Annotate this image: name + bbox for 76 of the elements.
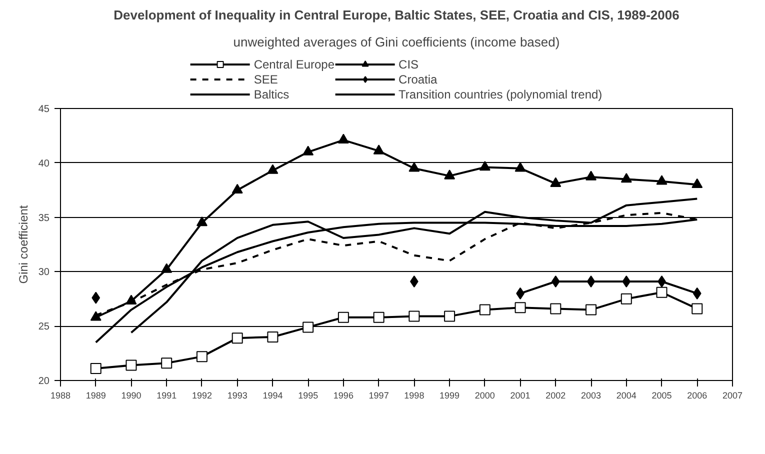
point bbox=[550, 303, 562, 314]
point bbox=[338, 312, 349, 323]
legend-label: CIS bbox=[398, 56, 419, 72]
x-tick-label: 2003 bbox=[581, 390, 602, 400]
point bbox=[479, 304, 490, 316]
x-tick-label: 1999 bbox=[440, 390, 460, 400]
point bbox=[408, 310, 420, 322]
point bbox=[479, 160, 490, 171]
point bbox=[622, 275, 631, 288]
point bbox=[586, 304, 597, 316]
point bbox=[126, 294, 137, 304]
point bbox=[126, 360, 137, 371]
x-tick-label: 1992 bbox=[192, 390, 212, 400]
point bbox=[232, 332, 243, 344]
point bbox=[161, 263, 172, 273]
x-tick-label: 1996 bbox=[333, 390, 354, 400]
x-tick-label: 1998 bbox=[404, 390, 424, 400]
x-tick-label: 1989 bbox=[86, 390, 106, 400]
point bbox=[90, 363, 102, 374]
point bbox=[92, 292, 100, 304]
x-tick-label: 2007 bbox=[722, 390, 743, 400]
point bbox=[692, 178, 703, 188]
point bbox=[444, 310, 456, 322]
point bbox=[302, 322, 314, 333]
point bbox=[656, 286, 668, 298]
point bbox=[586, 170, 597, 180]
point bbox=[302, 146, 314, 156]
point bbox=[232, 184, 243, 194]
point bbox=[444, 170, 456, 180]
x-tick-label: 1988 bbox=[50, 390, 71, 400]
x-tick-label: 1993 bbox=[227, 390, 248, 400]
x-tick-label: 2004 bbox=[616, 390, 636, 400]
legend-label: Central Europe bbox=[254, 56, 335, 72]
y-tick-label: 40 bbox=[38, 158, 50, 170]
y-tick-label: 20 bbox=[38, 376, 50, 387]
legend-label: Transition countries (polynomial trend) bbox=[398, 86, 602, 102]
point bbox=[514, 302, 526, 314]
point bbox=[692, 303, 703, 314]
point bbox=[90, 311, 102, 321]
x-tick-label: 1997 bbox=[368, 390, 389, 400]
point bbox=[161, 358, 172, 369]
y-tick-label: 35 bbox=[38, 212, 50, 224]
x-tick-label: 1990 bbox=[121, 390, 142, 400]
point bbox=[267, 331, 278, 342]
x-tick-label: 1994 bbox=[262, 390, 283, 400]
point bbox=[196, 216, 208, 226]
point bbox=[267, 164, 278, 174]
point bbox=[408, 162, 420, 172]
y-tick-label: 25 bbox=[38, 322, 50, 333]
x-tick-label: 1991 bbox=[156, 390, 177, 400]
point bbox=[373, 312, 384, 323]
y-tick-label: 30 bbox=[38, 267, 50, 278]
point bbox=[514, 162, 526, 172]
y-tick-label: 45 bbox=[38, 104, 50, 115]
chart-subtitle: unweighted averages of Gini coefficients (income based) bbox=[233, 34, 560, 50]
point bbox=[692, 287, 702, 300]
point bbox=[550, 177, 562, 187]
x-tick-label: 2001 bbox=[510, 390, 530, 400]
x-tick-label: 2002 bbox=[546, 390, 566, 400]
x-tick-label: 1995 bbox=[298, 390, 318, 400]
legend-label: Croatia bbox=[398, 72, 438, 86]
point bbox=[338, 134, 349, 144]
point bbox=[620, 293, 632, 304]
chart-title: Development of Inequality in Central Europe, Baltic States, SEE, Croatia and CIS, 1989-2006 bbox=[114, 8, 680, 22]
x-tick-label: 2005 bbox=[652, 390, 672, 400]
point bbox=[551, 275, 560, 288]
point bbox=[656, 175, 668, 185]
point bbox=[620, 172, 632, 183]
x-tick-label: 2000 bbox=[474, 390, 495, 400]
legend-label: Baltics bbox=[254, 86, 290, 102]
legend-label: SEE bbox=[254, 72, 278, 86]
point bbox=[586, 275, 596, 288]
point bbox=[196, 351, 208, 362]
x-tick-label: 2006 bbox=[687, 390, 708, 400]
y-axis-title: Gini coefficient bbox=[16, 204, 30, 284]
point bbox=[373, 144, 384, 154]
